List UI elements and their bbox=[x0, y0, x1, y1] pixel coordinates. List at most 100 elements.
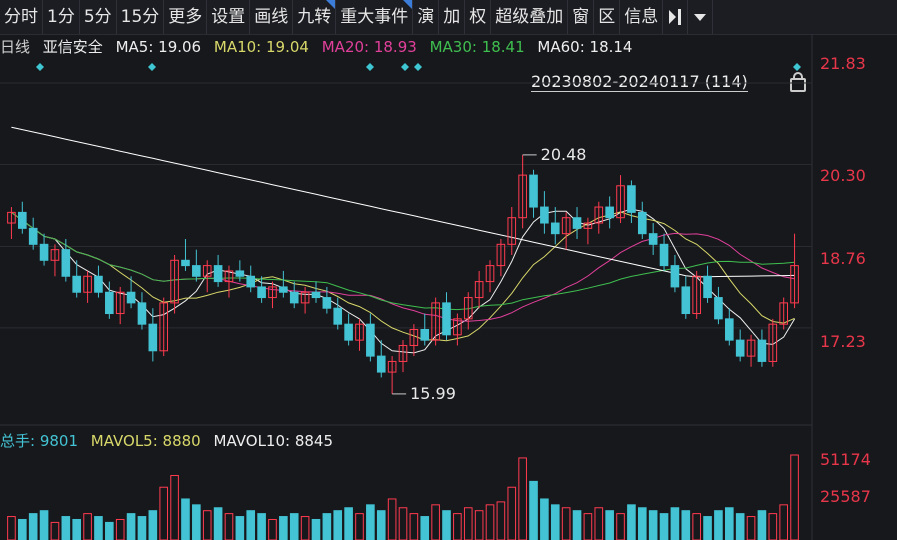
candle-body bbox=[333, 307, 343, 325]
candle-body bbox=[703, 275, 712, 299]
candle-body bbox=[431, 302, 440, 341]
candle-body bbox=[257, 286, 266, 299]
price-axis-label: 18.76 bbox=[820, 249, 866, 268]
toolbar-item-13[interactable]: 窗 bbox=[568, 0, 595, 34]
volume-bar bbox=[235, 516, 245, 540]
ma30-value: MA30: 18.41 bbox=[429, 38, 525, 56]
candle-body bbox=[518, 174, 527, 219]
volume-bar bbox=[137, 516, 147, 540]
candle-body bbox=[300, 291, 310, 304]
toolbar-item-5[interactable]: 设置 bbox=[207, 0, 251, 34]
volume-bar bbox=[279, 516, 288, 540]
price-axis-label: 17.23 bbox=[820, 332, 866, 351]
toolbar-item-4[interactable]: 更多 bbox=[164, 0, 208, 34]
candle-body bbox=[409, 329, 419, 346]
ma10-value: MA10: 19.04 bbox=[213, 38, 309, 56]
volume-bar bbox=[409, 513, 419, 540]
toolbar-item-9[interactable]: 演 bbox=[413, 0, 440, 34]
ma10-line bbox=[11, 211, 795, 342]
candle-body bbox=[224, 270, 234, 283]
volume-bar bbox=[572, 510, 582, 540]
volume-bar bbox=[605, 510, 614, 540]
toolbar-item-6[interactable]: 画线 bbox=[250, 0, 294, 34]
volume-bar bbox=[692, 513, 701, 540]
ma60-line bbox=[11, 126, 795, 278]
date-range-label[interactable]: 20230802-20240117 (114) bbox=[531, 72, 748, 92]
volume-bar bbox=[714, 510, 723, 540]
volume-bar bbox=[202, 510, 212, 540]
candle-body bbox=[637, 211, 647, 235]
candle-body bbox=[202, 265, 212, 277]
volume-bar bbox=[431, 504, 440, 540]
toolbar-item-1[interactable]: 1分 bbox=[43, 0, 80, 34]
volume-bar bbox=[246, 510, 256, 540]
candle-body bbox=[289, 291, 299, 304]
volume-bar bbox=[376, 510, 386, 540]
candle-body bbox=[648, 233, 658, 245]
candle-body bbox=[72, 275, 82, 293]
volume-bar bbox=[72, 518, 82, 540]
toolbar-item-11[interactable]: 权 bbox=[465, 0, 492, 34]
volume-bar bbox=[61, 516, 71, 540]
candle-body bbox=[779, 302, 788, 325]
volume-bar bbox=[355, 513, 364, 540]
candle-body bbox=[398, 344, 408, 362]
volume-bar bbox=[540, 498, 549, 540]
volume-bar bbox=[257, 513, 266, 540]
candle-body bbox=[83, 275, 92, 293]
candle-body bbox=[746, 339, 756, 357]
volume-bar bbox=[39, 510, 49, 540]
candle-body bbox=[311, 291, 321, 299]
candle-body bbox=[126, 291, 136, 304]
volume-bar bbox=[616, 513, 625, 540]
volume-bar bbox=[159, 486, 169, 540]
candle-body bbox=[453, 318, 462, 336]
toolbar-item-12[interactable]: 超级叠加 bbox=[491, 0, 569, 34]
candle-body bbox=[148, 323, 158, 352]
volume-bar bbox=[561, 507, 571, 540]
volume-bar bbox=[485, 504, 495, 540]
volume-bar bbox=[83, 513, 92, 540]
toolbar-item-10[interactable]: 加 bbox=[439, 0, 466, 34]
volume-bar bbox=[213, 507, 223, 540]
volume-bar bbox=[583, 513, 593, 540]
toolbar-item-7[interactable]: 九转 bbox=[293, 0, 337, 34]
toolbar-item-3[interactable]: 15分 bbox=[117, 0, 165, 34]
max-price-label: 20.48 bbox=[541, 145, 587, 164]
event-marker-icon bbox=[793, 63, 801, 71]
candle-body bbox=[18, 211, 27, 229]
candle-body bbox=[670, 265, 680, 288]
volume-axis-label: 51174 bbox=[820, 450, 871, 469]
volume-bar bbox=[126, 513, 136, 540]
stock-name: 亚信安全 bbox=[42, 38, 103, 56]
candle-body bbox=[39, 243, 49, 261]
candle-body bbox=[757, 339, 767, 362]
volume-bar bbox=[518, 457, 527, 540]
candle-body bbox=[768, 323, 778, 362]
candle-body bbox=[474, 281, 484, 299]
dropdown-icon[interactable] bbox=[688, 0, 714, 34]
candle-body bbox=[735, 339, 745, 357]
volume-bar bbox=[28, 513, 38, 540]
candle-body bbox=[583, 222, 593, 229]
toolbar-item-8[interactable]: 重大事件 bbox=[336, 0, 414, 34]
toolbar-item-0[interactable]: 分时 bbox=[0, 0, 43, 34]
candle-body bbox=[540, 206, 549, 224]
volume-bar bbox=[790, 454, 799, 540]
volume-bar bbox=[496, 501, 506, 540]
candle-body bbox=[594, 206, 604, 224]
volume-bar bbox=[442, 510, 451, 540]
toolbar-item-2[interactable]: 5分 bbox=[80, 0, 117, 34]
volume-bar bbox=[529, 480, 538, 540]
toolbar-item-15[interactable]: 信息 bbox=[620, 0, 664, 34]
next-icon[interactable] bbox=[663, 0, 689, 34]
ma5-value: MA5: 19.06 bbox=[115, 38, 202, 56]
volume-bar bbox=[18, 518, 27, 540]
candle-body bbox=[681, 286, 691, 315]
candle-body bbox=[322, 297, 332, 309]
toolbar-item-14[interactable]: 区 bbox=[594, 0, 621, 34]
volume-bar bbox=[768, 513, 778, 540]
event-marker-icon bbox=[414, 63, 422, 71]
lock-icon[interactable] bbox=[790, 72, 806, 92]
